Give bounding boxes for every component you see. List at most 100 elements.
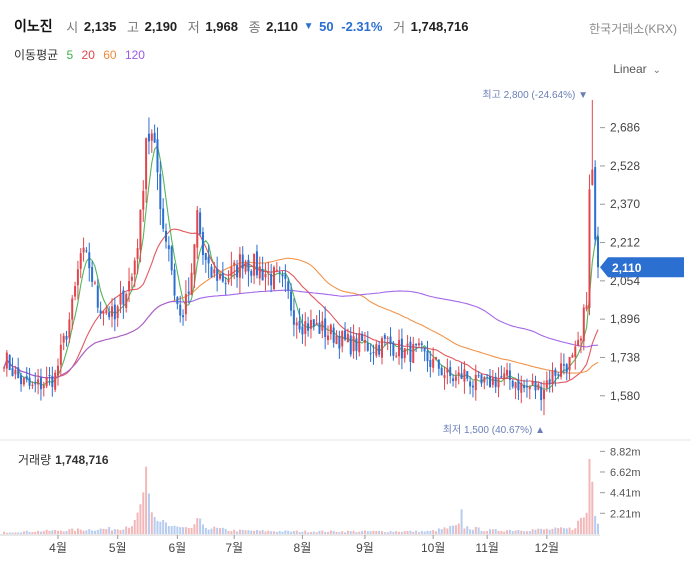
volume-bar [361,530,364,534]
volume-bar [375,530,378,534]
volume-bar [321,530,324,534]
volume-bar [162,519,165,534]
candle-body [548,379,551,384]
volume-bar [88,529,91,534]
volume-bar [264,531,267,534]
volume-bar [125,526,128,534]
candle-body [369,353,372,355]
volume-bar [14,532,17,534]
volume-bar [398,531,401,534]
volume-bar [329,530,332,534]
volume-bar [412,531,415,534]
volume-bar [290,531,293,534]
volume-bar [74,530,77,534]
volume-bar [136,512,139,534]
candle-body [227,279,230,283]
candle-body [273,267,275,290]
volume-bar [292,530,295,534]
volume-bar [403,531,406,534]
candle-body [363,340,366,343]
volume-bar [153,517,156,534]
volume-bar [520,530,523,534]
volume-bar [543,529,545,534]
volume-bar [423,531,426,534]
ma-60[interactable]: 60 [103,48,117,62]
volume-bar [363,530,366,534]
volume-bar [108,527,111,534]
candle-body [389,336,392,345]
month-tick-label: 5월 [109,541,127,555]
volume-bar [105,529,108,534]
ma-20-line [3,228,599,385]
candle-body [454,376,457,381]
volume-bar [48,530,51,534]
volume-bar [432,530,435,534]
volume-bar [307,532,310,534]
candle-body [346,334,349,342]
volume-bar [389,531,392,534]
month-tick-label: 7월 [225,541,243,555]
volume-bar [57,530,59,534]
volume-bar [420,530,423,534]
candle-body [207,256,210,264]
volume-tick-label: 4.41m [610,488,641,500]
volume-bar [491,529,494,534]
candle-body [295,322,298,326]
volume-value: 1,748,716 [410,18,469,34]
candle-body [540,386,543,401]
candle-body [508,370,511,380]
volume-bar [435,531,437,534]
candle-body [270,273,273,286]
volume-bar [287,530,290,534]
candle-body [443,375,446,379]
price-tag-shape [600,257,684,278]
scale-dropdown[interactable]: Linear ⌄ [613,62,661,76]
volume-bar [571,529,574,534]
candle-body [5,352,8,369]
candle-body [491,377,494,385]
volume-bar [440,529,443,534]
candle-body [193,244,196,275]
volume-bar [221,527,224,534]
candle-body [11,368,14,376]
candle-body [335,335,338,345]
candle-body [585,305,588,310]
volume-bar [119,530,122,534]
volume-bar [39,531,42,534]
volume-bar [281,531,284,534]
volume-bar [585,512,588,534]
candle-body [466,371,469,379]
change-percent: -2.31% [341,18,383,34]
ma-5[interactable]: 5 [66,48,74,62]
volume-bar [45,529,48,534]
candle-body [216,269,219,281]
quote-header: 이노진 시 2,135 고 2,190 저 1,968 종 2,110 ▼ 50… [14,16,476,38]
candle-body [565,364,568,373]
volume-bar [301,531,304,534]
volume-bar [338,532,341,534]
candle-body [469,381,472,387]
ma-120[interactable]: 120 [124,48,145,62]
low-value: 1,968 [205,18,238,34]
candle-body [76,269,79,286]
candle-body [136,248,139,259]
volume-bar [204,527,207,534]
volume-bar [79,529,82,534]
volume-bar [446,528,449,534]
candle-body [292,310,295,325]
volume-bar [247,530,250,534]
scale-label: Linear [613,62,647,76]
volume-bar [216,527,219,534]
candle-body [247,259,250,272]
volume-bar [62,531,65,534]
volume-bar [477,527,480,534]
volume-bar [91,530,94,534]
candle-body [184,293,187,315]
candle-body [261,269,264,281]
ma-20[interactable]: 20 [81,48,95,62]
candle-body [196,210,199,248]
candle-body [221,273,224,282]
candle-body [318,322,321,334]
volume-bar [133,519,136,534]
